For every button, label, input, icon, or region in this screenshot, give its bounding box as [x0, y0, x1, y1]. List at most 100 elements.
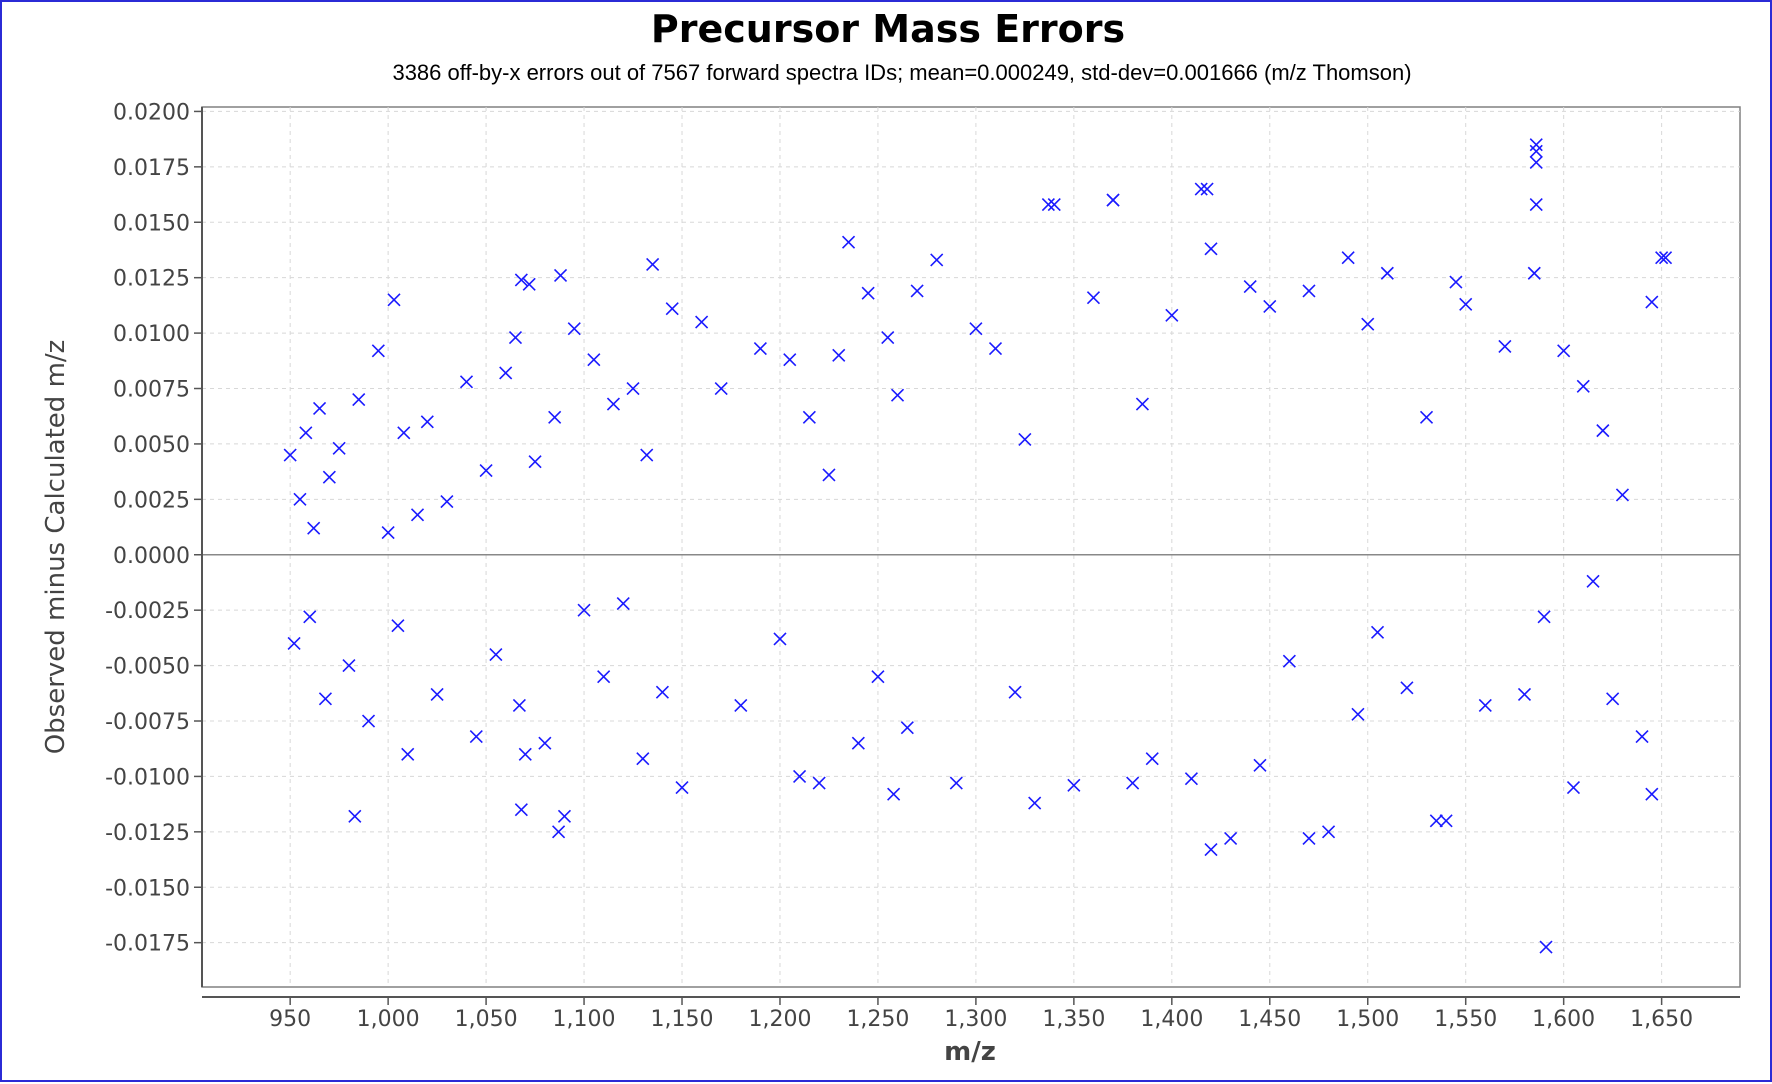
data-point: [332, 441, 346, 455]
axes: [201, 107, 1740, 998]
data-point: [640, 448, 654, 462]
data-point: [307, 521, 321, 535]
y-tick-label: 0.0075: [113, 378, 190, 403]
data-point: [1517, 687, 1532, 701]
data-point: [312, 401, 327, 416]
x-ticks: 950 1,000 1,050 1,100 1,150 1,200 1,250 1,300 1,…: [269, 997, 1693, 1032]
data-point: [734, 698, 748, 713]
x-tick-label: 1,050: [455, 1007, 518, 1032]
data-point: [1459, 297, 1473, 311]
data-point: [1341, 251, 1355, 265]
y-tick-label: -0.0075: [105, 710, 190, 735]
data-point: [1145, 752, 1159, 766]
data-point: [665, 302, 679, 316]
data-point: [1400, 681, 1414, 695]
y-tick-label: 0.0150: [113, 211, 190, 236]
x-tick-label: 1,350: [1042, 1007, 1105, 1032]
y-tick-label: 0.0125: [113, 267, 190, 292]
data-point: [1106, 193, 1120, 207]
data-point: [655, 685, 669, 699]
data-point: [361, 714, 376, 728]
data-point: [420, 415, 434, 429]
data-point: [381, 526, 395, 540]
data-point: [695, 315, 709, 329]
data-point: [1302, 831, 1316, 846]
data-point: [887, 787, 901, 801]
data-point: [1361, 317, 1375, 331]
data-point: [371, 344, 385, 358]
data-point: [1204, 843, 1218, 857]
data-point: [714, 381, 728, 396]
y-tick-label: -0.0125: [105, 821, 190, 846]
data-point: [1018, 432, 1032, 447]
data-point: [1498, 339, 1512, 353]
x-tick-label: 1,300: [944, 1007, 1007, 1032]
data-point: [1645, 295, 1659, 309]
x-tick-label: 1,600: [1532, 1007, 1595, 1032]
data-point: [391, 619, 405, 633]
data-point: [871, 670, 885, 684]
x-tick-label: 1,250: [846, 1007, 909, 1032]
data-point: [861, 286, 875, 300]
data-point: [1224, 831, 1238, 846]
data-point: [1439, 814, 1453, 828]
x-axis-label: m/z: [944, 1037, 996, 1067]
data-point: [1380, 266, 1394, 280]
data-point: [1028, 796, 1042, 810]
data-point: [1253, 758, 1267, 772]
data-point: [1529, 197, 1543, 212]
data-point: [287, 636, 301, 650]
data-point: [1302, 284, 1316, 298]
data-point: [969, 322, 983, 336]
data-point: [514, 803, 528, 817]
data-point: [753, 342, 767, 356]
y-tick-label: 0.0050: [113, 433, 190, 458]
data-point: [1566, 780, 1581, 795]
data-point: [606, 397, 621, 411]
data-point: [646, 257, 660, 271]
data-point: [841, 235, 856, 249]
data-point: [597, 670, 611, 684]
data-point: [293, 492, 307, 506]
data-point: [1351, 707, 1365, 721]
y-tick-label: 0.0175: [113, 156, 190, 181]
data-point: [1449, 275, 1463, 289]
data-point: [1184, 772, 1198, 786]
data-point: [1557, 344, 1571, 358]
y-tick-label: -0.0025: [105, 599, 190, 624]
data-point: [499, 366, 513, 380]
data-point: [1527, 266, 1541, 280]
x-tick-label: 1,500: [1336, 1007, 1399, 1032]
data-point: [410, 508, 425, 522]
data-point: [469, 729, 483, 744]
data-point: [1655, 251, 1669, 265]
data-point: [567, 322, 581, 336]
y-tick-label: -0.0150: [105, 876, 190, 901]
data-point: [900, 721, 914, 735]
data-point: [783, 353, 797, 367]
x-tick-label: 1,400: [1140, 1007, 1203, 1032]
data-point: [773, 632, 787, 646]
data-point: [793, 769, 807, 783]
data-point: [401, 747, 415, 761]
data-point: [1429, 814, 1443, 828]
y-tick-label: 0.0025: [113, 488, 190, 513]
x-tick-label: 1,200: [748, 1007, 811, 1032]
data-point: [890, 388, 905, 402]
data-point: [802, 410, 816, 424]
y-tick-label: -0.0100: [105, 765, 190, 790]
y-ticks: 0.0200 0.0175 0.0150 0.0125 0.0100 0.0075 0.00…: [105, 100, 202, 957]
data-point: [440, 494, 454, 509]
data-point: [1539, 940, 1553, 954]
data-point: [557, 809, 572, 823]
data-point: [512, 698, 526, 713]
data-point: [1126, 776, 1140, 790]
x-tick-label: 1,550: [1434, 1007, 1497, 1032]
data-point: [1194, 182, 1208, 196]
data-point: [1576, 379, 1590, 393]
data-point: [1370, 625, 1385, 639]
data-point: [1282, 654, 1296, 668]
data-point: [1047, 197, 1061, 212]
data-point: [1529, 144, 1543, 158]
